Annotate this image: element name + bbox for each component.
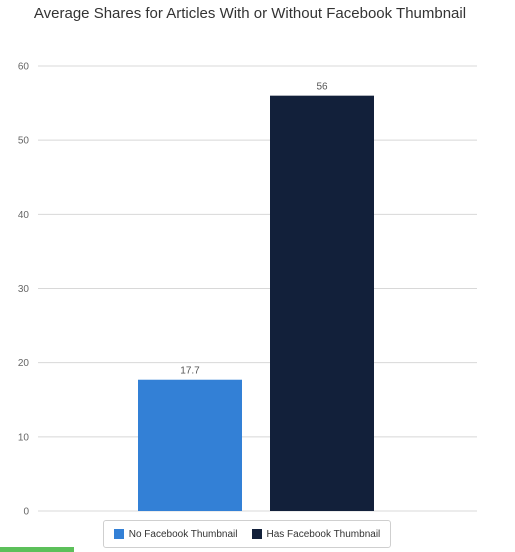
corner-strip [0, 547, 74, 552]
data-label: 56 [316, 82, 328, 93]
legend-label: Has Facebook Thumbnail [266, 528, 381, 540]
data-labels: 17.7 56 [180, 82, 328, 377]
bars [138, 95, 374, 512]
y-tick-label: 30 [18, 284, 30, 295]
legend-item[interactable]: Has Facebook Thumbnail [251, 528, 381, 540]
y-axis-ticks: 0 10 20 30 40 50 60 [18, 62, 30, 518]
legend: No Facebook Thumbnail Has Facebook Thumbn… [103, 520, 391, 548]
chart-title: Average Shares for Articles With or With… [33, 5, 467, 22]
y-tick-label: 10 [18, 432, 30, 443]
legend-label: No Facebook Thumbnail [128, 528, 238, 540]
y-tick-label: 40 [18, 210, 30, 221]
bar [138, 379, 242, 511]
y-tick-label: 60 [18, 62, 30, 73]
y-tick-label: 0 [23, 507, 29, 518]
legend-swatch [251, 529, 262, 539]
y-tick-label: 20 [18, 358, 30, 369]
legend-swatch [113, 529, 124, 539]
data-label: 17.7 [180, 366, 200, 377]
legend-item[interactable]: No Facebook Thumbnail [113, 528, 238, 540]
y-tick-label: 50 [18, 136, 30, 147]
gridlines [38, 65, 477, 512]
bar [270, 95, 374, 512]
